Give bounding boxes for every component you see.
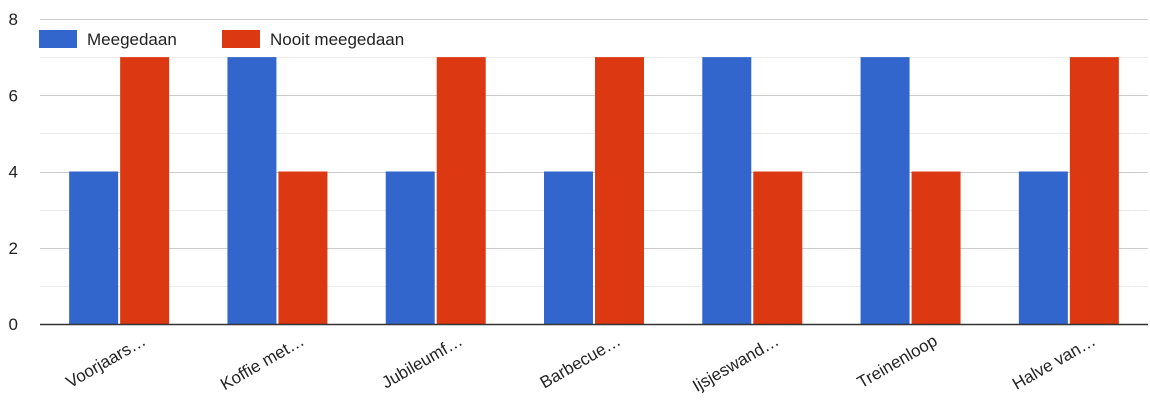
bar xyxy=(911,171,961,324)
legend-label: Nooit meegedaan xyxy=(270,30,404,49)
legend-item: Nooit meegedaan xyxy=(222,30,404,49)
bar xyxy=(120,57,170,324)
x-tick-label: Jubileumf… xyxy=(378,331,465,392)
y-tick-label: 0 xyxy=(9,315,18,334)
bar xyxy=(69,171,119,324)
bar xyxy=(595,57,644,324)
x-tick-label: Barbecue… xyxy=(537,331,624,392)
bar xyxy=(436,57,486,324)
bars xyxy=(69,57,1119,324)
y-tick-label: 6 xyxy=(9,86,18,105)
legend: Meegedaan Nooit meegedaan xyxy=(39,30,404,49)
gridlines xyxy=(40,19,1148,287)
legend-label: Meegedaan xyxy=(87,30,177,49)
x-tick-label: Voorjaars… xyxy=(63,331,149,392)
legend-swatch xyxy=(222,30,260,48)
y-tick-label: 8 xyxy=(9,10,18,29)
bar xyxy=(753,171,803,324)
y-tick-label: 2 xyxy=(9,239,18,258)
bar xyxy=(1069,57,1119,324)
legend-item: Meegedaan xyxy=(39,30,177,49)
bar xyxy=(227,57,277,324)
bar xyxy=(544,171,593,324)
bar xyxy=(860,57,910,324)
bar xyxy=(278,171,328,324)
x-tick-label: Ijsjeswand… xyxy=(689,331,782,396)
bar xyxy=(385,171,435,324)
bar xyxy=(1018,171,1068,324)
x-tick-label: Treinenloop xyxy=(854,331,941,392)
y-tick-label: 4 xyxy=(9,163,18,182)
x-tick-label: Koffie met… xyxy=(217,331,307,394)
bar xyxy=(702,57,752,324)
x-tick-label: Halve van… xyxy=(1009,331,1099,394)
legend-swatch xyxy=(39,30,77,48)
